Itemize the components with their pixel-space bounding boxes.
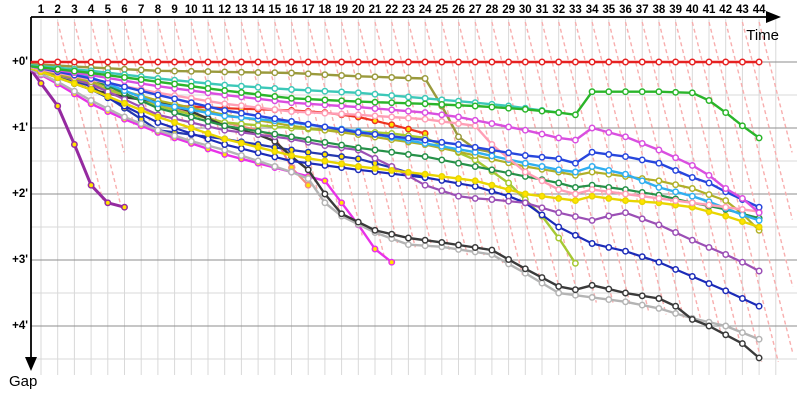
svg-text:13: 13 <box>235 4 248 16</box>
svg-text:+4': +4' <box>12 320 28 332</box>
svg-text:3: 3 <box>71 4 77 16</box>
svg-text:33: 33 <box>569 4 582 16</box>
svg-text:39: 39 <box>669 4 682 16</box>
svg-text:22: 22 <box>385 4 398 16</box>
svg-text:34: 34 <box>586 4 599 16</box>
svg-text:19: 19 <box>335 4 348 16</box>
svg-text:37: 37 <box>636 4 649 16</box>
time-axis-label: Time <box>746 27 779 44</box>
rider-gap-lines <box>30 58 763 362</box>
svg-text:36: 36 <box>619 4 632 16</box>
svg-text:31: 31 <box>536 4 549 16</box>
svg-text:7: 7 <box>138 4 144 16</box>
time-isolines <box>57 21 794 363</box>
svg-text:4: 4 <box>88 4 95 16</box>
svg-text:15: 15 <box>268 4 281 16</box>
svg-text:28: 28 <box>486 4 499 16</box>
svg-text:1: 1 <box>38 4 45 16</box>
svg-text:6: 6 <box>121 4 127 16</box>
svg-text:26: 26 <box>452 4 465 16</box>
svg-text:11: 11 <box>202 4 215 16</box>
gridlines <box>31 19 797 375</box>
svg-text:+1': +1' <box>12 122 28 134</box>
svg-text:2: 2 <box>54 4 60 16</box>
svg-text:44: 44 <box>753 4 766 16</box>
svg-text:32: 32 <box>552 4 565 16</box>
svg-text:40: 40 <box>686 4 699 16</box>
svg-text:21: 21 <box>369 4 382 16</box>
svg-text:43: 43 <box>736 4 749 16</box>
gap-axis-label: Gap <box>9 373 37 390</box>
svg-text:12: 12 <box>218 4 231 16</box>
svg-text:29: 29 <box>502 4 515 16</box>
svg-text:14: 14 <box>252 4 265 16</box>
svg-text:23: 23 <box>402 4 415 16</box>
svg-text:35: 35 <box>602 4 615 16</box>
svg-text:9: 9 <box>171 4 177 16</box>
svg-text:41: 41 <box>703 4 716 16</box>
svg-text:17: 17 <box>302 4 315 16</box>
svg-text:5: 5 <box>105 4 112 16</box>
svg-text:8: 8 <box>155 4 162 16</box>
svg-text:30: 30 <box>519 4 532 16</box>
svg-text:18: 18 <box>319 4 332 16</box>
svg-text:+0': +0' <box>12 56 28 68</box>
svg-text:25: 25 <box>435 4 448 16</box>
svg-text:20: 20 <box>352 4 365 16</box>
svg-text:16: 16 <box>285 4 298 16</box>
svg-text:42: 42 <box>719 4 732 16</box>
svg-text:24: 24 <box>419 4 432 16</box>
svg-text:27: 27 <box>469 4 482 16</box>
svg-text:+3': +3' <box>12 254 28 266</box>
svg-text:+2': +2' <box>12 188 28 200</box>
axes-and-ticks: 1 2 3 4 5 6 7 8 9 10 11 12 13 14 15 16 17 18 19 20 21 22 23 24 2… <box>12 4 781 371</box>
svg-text:10: 10 <box>185 4 198 16</box>
svg-text:38: 38 <box>653 4 666 16</box>
